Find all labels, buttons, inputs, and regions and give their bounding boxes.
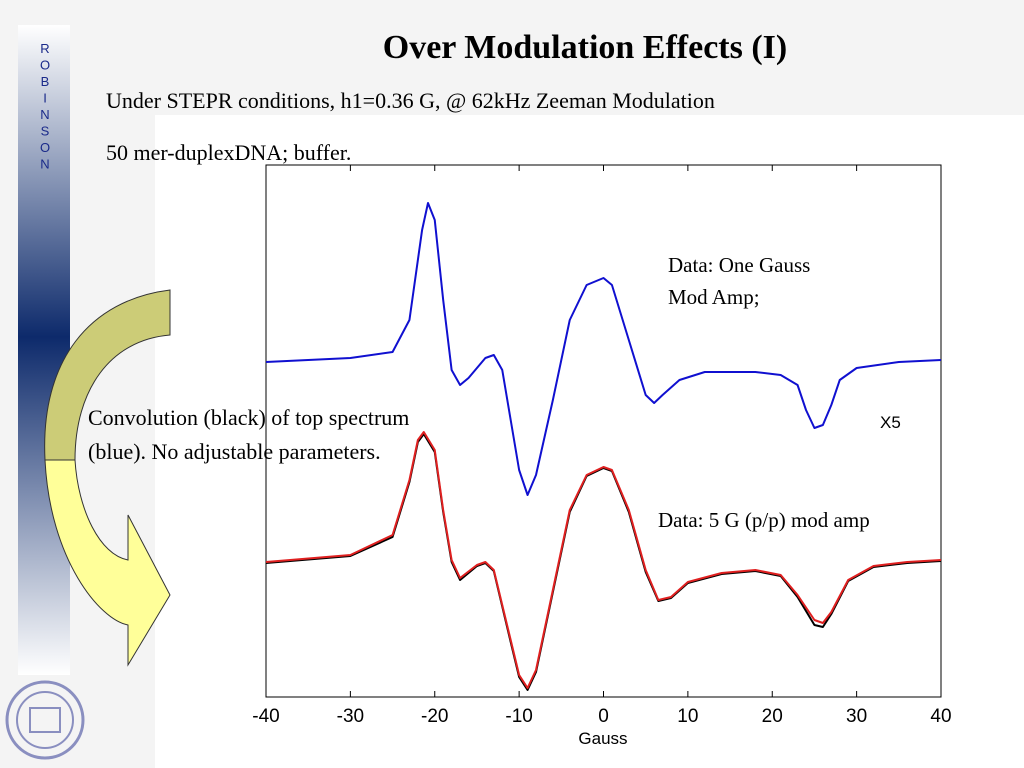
logo: [5, 680, 85, 760]
annotation: Data: One Gauss: [668, 253, 810, 277]
x-tick-label: -20: [421, 706, 448, 727]
sidebar-letter: S: [41, 124, 50, 139]
slide-title: Over Modulation Effects (I): [383, 29, 787, 66]
sidebar-letter: B: [41, 74, 50, 89]
x-tick-label: -10: [505, 706, 532, 727]
sidebar-strip: [18, 25, 70, 675]
annotation: Mod Amp;: [668, 285, 760, 309]
sidebar-letter: I: [43, 91, 47, 106]
subtitle: 50 mer-duplexDNA; buffer.: [106, 140, 351, 165]
x-tick-label: 20: [762, 706, 783, 727]
annotation: X5: [880, 413, 901, 432]
x-tick-label: -30: [337, 706, 364, 727]
x-tick-label: 10: [677, 706, 698, 727]
plot: [265, 165, 942, 697]
sidebar-letter: N: [40, 157, 49, 172]
x-tick-label: 0: [598, 706, 609, 727]
plot-frame: [265, 164, 942, 698]
note: Convolution (black) of top spectrum: [88, 405, 409, 430]
subtitle: Under STEPR conditions, h1=0.36 G, @ 62k…: [106, 88, 715, 113]
x-tick-label: 40: [930, 706, 951, 727]
x-tick-label: 30: [846, 706, 867, 727]
annotation: Data: 5 G (p/p) mod amp: [658, 508, 870, 532]
note: (blue). No adjustable parameters.: [88, 439, 381, 464]
spectrum-line: [265, 202, 942, 496]
x-axis-label: Gauss: [578, 729, 627, 748]
sidebar-letter: N: [40, 107, 49, 122]
curved-arrow: [44, 289, 171, 667]
sidebar-letter: O: [40, 58, 50, 73]
spectrum-line: [265, 431, 942, 689]
top-band: [0, 0, 1024, 115]
sidebar-letter: O: [40, 140, 50, 155]
sidebar-letter: R: [40, 41, 49, 56]
x-tick-label: -40: [252, 706, 279, 727]
